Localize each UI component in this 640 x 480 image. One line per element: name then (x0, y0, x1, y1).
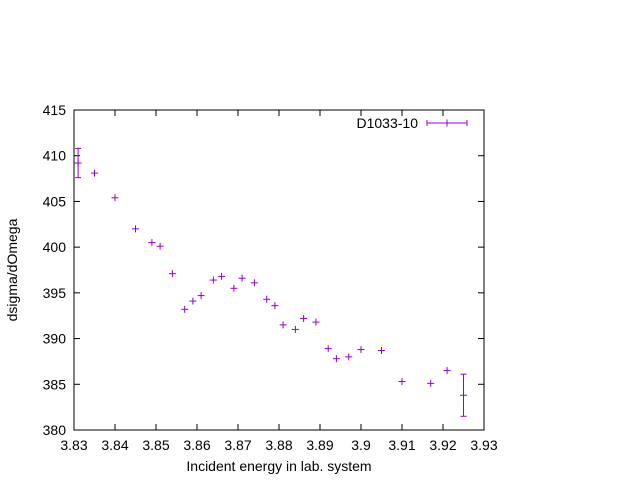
y-tick-label: 390 (43, 331, 67, 347)
data-point (238, 274, 246, 282)
x-tick-label: 3.85 (142, 437, 169, 453)
legend: D1033-10 (357, 115, 468, 131)
data-point (148, 239, 156, 247)
data-series (74, 147, 467, 417)
data-point (197, 292, 205, 300)
x-tick-label: 3.83 (60, 437, 87, 453)
y-tick-label: 400 (43, 239, 67, 255)
data-point (132, 225, 139, 233)
data-point (91, 169, 98, 177)
data-point (324, 345, 332, 353)
y-tick-label: 415 (43, 102, 67, 118)
data-point (300, 314, 308, 322)
y-tick-label: 405 (43, 193, 67, 209)
x-tick-label: 3.91 (388, 437, 415, 453)
data-point (263, 295, 271, 303)
legend-errorbar-key (426, 119, 468, 127)
legend-label: D1033-10 (357, 115, 419, 131)
data-point (427, 379, 435, 387)
data-point (460, 373, 467, 417)
y-tick-label: 410 (43, 148, 67, 164)
y-axis-title: dsigma/dOmega (4, 218, 20, 321)
data-point (250, 279, 258, 287)
data-point (312, 318, 320, 326)
data-point (74, 147, 82, 179)
y-tick-label: 380 (43, 422, 67, 438)
x-tick-label: 3.89 (306, 437, 333, 453)
data-point (209, 276, 217, 284)
data-point (291, 325, 299, 333)
plot-frame (73, 109, 485, 431)
x-axis: 3.83 3.84 3.85 3.86 3.87 3.88 3.89 3.9 3.91 3.92 3… (60, 110, 498, 453)
x-axis-title: Incident energy in lab. system (186, 458, 371, 474)
y-tick-label: 395 (43, 285, 67, 301)
data-point (271, 302, 279, 310)
data-point (156, 242, 164, 250)
data-point (279, 321, 287, 329)
data-point (218, 272, 226, 280)
data-point (168, 270, 176, 278)
data-point (443, 367, 451, 375)
x-tick-label: 3.86 (183, 437, 210, 453)
x-tick-label: 3.88 (265, 437, 292, 453)
data-point (230, 284, 238, 292)
data-point (332, 355, 340, 363)
x-tick-label: 3.93 (470, 437, 497, 453)
data-point (357, 346, 365, 354)
y-axis: 380 385 390 395 400 405 410 415 (43, 102, 484, 438)
data-point (398, 378, 406, 386)
data-point (345, 353, 353, 361)
data-point (378, 346, 385, 354)
data-point (111, 194, 119, 202)
x-tick-label: 3.92 (429, 437, 456, 453)
y-tick-label: 385 (43, 376, 67, 392)
data-point (189, 297, 197, 305)
x-tick-label: 3.87 (224, 437, 251, 453)
data-point (181, 305, 189, 313)
x-tick-label: 3.84 (101, 437, 128, 453)
x-tick-label: 3.9 (351, 437, 371, 453)
